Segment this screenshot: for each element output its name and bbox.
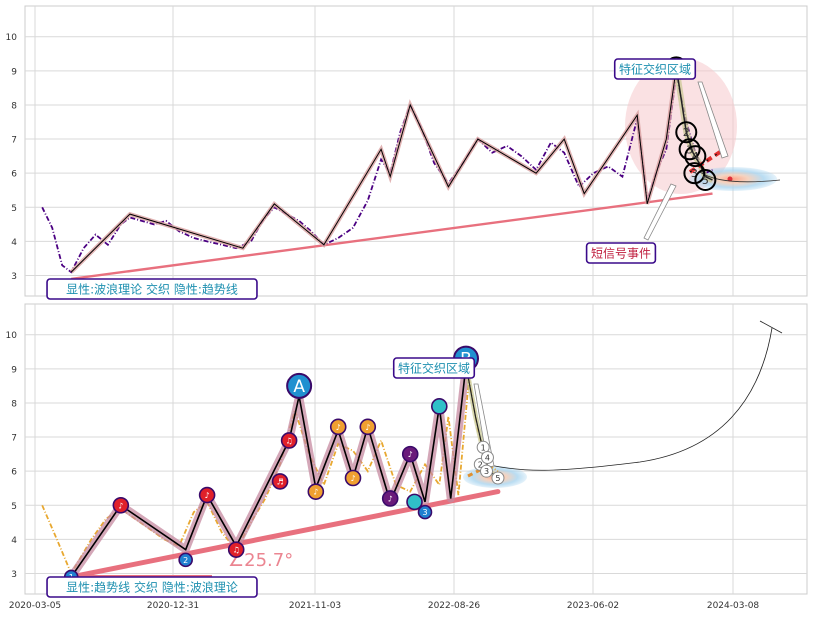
count-marker-label: 4 xyxy=(485,454,490,463)
y-tick-label: 9 xyxy=(11,67,17,77)
arc-end-tick xyxy=(759,320,783,334)
count-marker xyxy=(480,464,494,478)
annotation-arrow xyxy=(643,183,677,241)
wave-marker-label: ♪ xyxy=(350,474,355,483)
annotation-arrow xyxy=(697,81,729,159)
y-tick-label: 8 xyxy=(11,399,17,409)
wave-marker-label: ♪ xyxy=(408,450,413,459)
count-marker-label: 1 xyxy=(481,443,486,452)
annotation-feature-zone-bottom: 特征交织区域 xyxy=(398,360,470,375)
wave-marker-label: 3 xyxy=(422,508,427,517)
y-tick-label: 3 xyxy=(11,272,17,282)
x-tick-label: 2021-11-03 xyxy=(289,601,341,611)
wave-marker-label: ♪ xyxy=(388,494,393,503)
y-tick-label: 6 xyxy=(11,468,17,478)
wave-marker-purple xyxy=(401,445,419,463)
wave-count-marker xyxy=(675,121,698,144)
wave-marker-red xyxy=(198,486,216,504)
annotation-feature-zone-top-box xyxy=(613,58,697,80)
wave-marker-orange xyxy=(359,418,377,436)
wave-marker-label: ♪ xyxy=(313,488,318,497)
angle-label: ∠25.7° xyxy=(228,550,293,571)
signal-segment-dots xyxy=(689,151,721,173)
wave-count-marker xyxy=(678,138,701,161)
wave-marker-orange xyxy=(307,483,325,500)
wave-line xyxy=(70,67,677,273)
bottom-plot-area: ∠25.7°1♪2♪♫♫♬♪♪♪♪♪♪321435AB特征交织区域显性:趋势线 … xyxy=(41,320,783,598)
count-marker xyxy=(491,471,505,485)
wave-marker-label: ♫ xyxy=(286,436,293,445)
wave-marker-red xyxy=(271,473,289,490)
price-line xyxy=(41,74,713,274)
y-tick-label: 10 xyxy=(6,33,18,43)
wave-marker-label: ♫ xyxy=(233,546,240,555)
y-tick-label: 10 xyxy=(6,331,18,341)
wave-big-marker-label: A xyxy=(293,377,305,397)
x-tick-label: 2020-12-31 xyxy=(147,601,199,611)
wave-count-marker xyxy=(684,145,707,168)
wave-count-label: 3 xyxy=(691,167,698,180)
x-tick-label: 2020-03-05 xyxy=(9,601,61,611)
wave-marker-label: ♪ xyxy=(205,491,210,500)
wave-count-label: 3 xyxy=(686,143,693,156)
wave-marker-red xyxy=(280,432,298,449)
wave-marker-orange xyxy=(344,469,362,487)
x-tick-label: 2023-06-02 xyxy=(567,601,619,611)
y-tick-label: 8 xyxy=(11,101,17,111)
count-marker-label: 3 xyxy=(484,467,489,476)
y-tick-label: 7 xyxy=(11,434,17,444)
wave-marker-red xyxy=(227,541,245,558)
y-tick-label: 5 xyxy=(11,204,17,214)
y-tick-label: 3 xyxy=(11,570,17,580)
panel-caption-top-box xyxy=(46,278,258,300)
wave-count-label: 5 xyxy=(702,174,709,187)
y-tick-label: 4 xyxy=(11,536,17,546)
wave-count-label: 2 xyxy=(683,126,690,139)
panel-caption-bottom: 显性:趋势线 交织 隐性:波浪理论 xyxy=(66,579,238,594)
blue-zone xyxy=(689,167,777,191)
annotation-feature-zone-bottom-box xyxy=(392,357,476,379)
wave-marker-orange xyxy=(329,418,347,436)
wave-marker-teal xyxy=(431,398,448,415)
y-tick-label: 6 xyxy=(11,170,17,180)
panel-caption-top: 显性:波浪理论 交织 隐性:趋势线 xyxy=(66,281,238,296)
wave-marker-blue xyxy=(178,552,193,568)
wave-marker-label: 2 xyxy=(183,556,188,565)
top-y-tick-labels: 3 4 5 6 7 8 9 10 xyxy=(6,33,18,282)
blue-zone-center xyxy=(727,176,733,182)
y-tick-label: 4 xyxy=(11,238,17,248)
wave-marker-label: ♪ xyxy=(336,423,341,432)
panel-caption-bottom-box xyxy=(46,576,258,598)
y-tick-label: 9 xyxy=(11,365,17,375)
y-tick-label: 5 xyxy=(11,502,17,512)
wave-marker-label: ♬ xyxy=(276,477,283,486)
wave-count-marker xyxy=(683,162,706,185)
x-tick-labels: 2020-03-05 2020-12-31 2021-11-03 2022-08-26… xyxy=(9,601,760,611)
x-tick-label: 2022-08-26 xyxy=(428,601,481,611)
wave-big-marker xyxy=(286,372,313,399)
count-marker-label: 2 xyxy=(478,460,483,469)
wave-marker-purple xyxy=(381,490,399,507)
wave-count-label: 4 xyxy=(692,150,699,163)
trend-line xyxy=(71,192,713,281)
count-marker-label: 5 xyxy=(495,474,500,483)
annotation-short-signal-box xyxy=(585,242,657,264)
wave-count-marker xyxy=(694,169,717,191)
count-marker xyxy=(480,451,494,465)
wave-marker-blue xyxy=(417,504,433,520)
y-tick-label: 7 xyxy=(11,136,17,146)
bottom-y-tick-labels: 3 4 5 6 7 8 9 10 xyxy=(6,331,18,580)
projection-arc xyxy=(477,327,773,471)
x-tick-label: 2024-03-08 xyxy=(707,601,760,611)
annotation-feature-zone-top: 特征交织区域 xyxy=(619,61,691,76)
wave-marker-label: ♪ xyxy=(118,501,123,510)
wave-marker-label: ♪ xyxy=(365,423,370,432)
wave-marker-teal xyxy=(406,493,423,511)
bottom-grid xyxy=(25,304,807,594)
annotation-short-signal: 短信号事件 xyxy=(591,246,651,260)
wave-marker-red xyxy=(112,496,130,514)
